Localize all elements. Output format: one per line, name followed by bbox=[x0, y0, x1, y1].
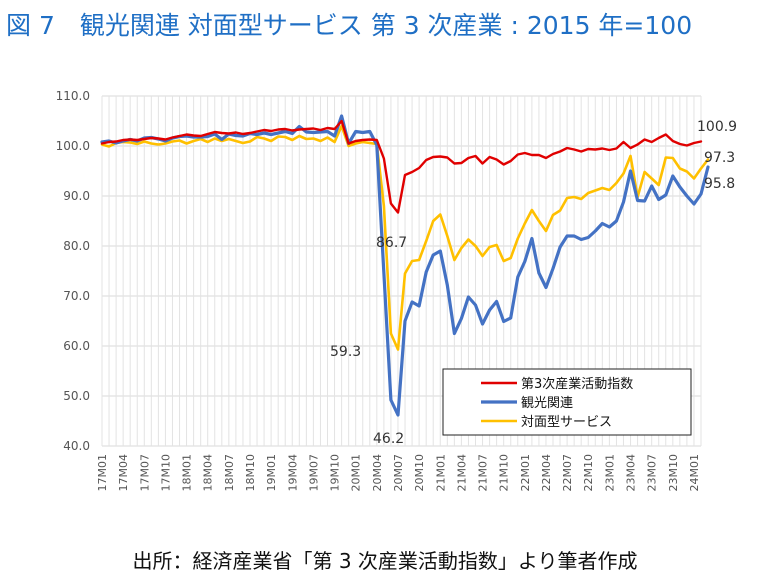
x-tick-label: 23M07 bbox=[646, 454, 659, 492]
x-tick-label: 17M04 bbox=[117, 454, 130, 492]
axes: 40.0 50.0 60.0 70.0 80.0 90.0 100.0 110.0 17M01 1… bbox=[56, 89, 701, 492]
series-lines bbox=[100, 114, 710, 417]
series-line-0 bbox=[100, 119, 703, 214]
x-tick-label: 17M01 bbox=[96, 454, 109, 492]
x-tick-label: 22M10 bbox=[582, 454, 595, 492]
x-tick-label: 18M07 bbox=[223, 454, 236, 492]
data-label: 95.8 bbox=[704, 176, 735, 192]
y-tick-label: 40.0 bbox=[63, 439, 90, 453]
x-tick-label: 21M07 bbox=[477, 454, 490, 492]
x-tick-label: 23M04 bbox=[625, 454, 638, 492]
x-tick-label: 22M07 bbox=[561, 454, 574, 492]
legend-label: 対面型サービス bbox=[521, 415, 612, 430]
x-tick-label: 24M01 bbox=[688, 454, 701, 492]
x-tick-label: 19M10 bbox=[329, 454, 342, 492]
x-tick-label: 17M10 bbox=[159, 454, 172, 492]
x-tick-label: 22M04 bbox=[540, 454, 553, 492]
y-tick-label: 100.0 bbox=[56, 139, 90, 153]
y-tick-label: 50.0 bbox=[63, 389, 90, 403]
y-tick-label: 110.0 bbox=[56, 89, 90, 103]
x-tick-label: 20M01 bbox=[350, 454, 363, 492]
y-tick-label: 90.0 bbox=[63, 189, 90, 203]
data-label: 97.3 bbox=[704, 150, 735, 166]
x-tick-label: 20M10 bbox=[413, 454, 426, 492]
x-tick-label: 17M07 bbox=[138, 454, 151, 492]
source-note: 出所：経済産業省「第 3 次産業活動指数」より筆者作成 bbox=[132, 549, 638, 573]
x-tick-label: 18M01 bbox=[181, 454, 194, 492]
y-tick-label: 70.0 bbox=[63, 289, 90, 303]
y-tick-label: 80.0 bbox=[63, 239, 90, 253]
grid-lines bbox=[101, 95, 702, 447]
data-label: 100.9 bbox=[697, 119, 737, 135]
x-tick-label: 19M01 bbox=[265, 454, 278, 492]
x-tick-label: 23M01 bbox=[603, 454, 616, 492]
legend-label: 第3次産業活動指数 bbox=[521, 376, 633, 392]
x-tick-label: 20M07 bbox=[392, 454, 405, 492]
x-tick-label: 21M04 bbox=[455, 454, 468, 492]
x-tick-label: 21M01 bbox=[434, 454, 447, 492]
x-tick-label: 18M10 bbox=[244, 454, 257, 492]
series-line-1 bbox=[100, 114, 710, 417]
series-line-2 bbox=[100, 124, 710, 351]
data-label: 86.7 bbox=[376, 235, 407, 251]
x-tick-label: 18M04 bbox=[202, 454, 215, 492]
x-tick-label: 19M04 bbox=[286, 454, 299, 492]
data-label: 46.2 bbox=[373, 431, 404, 447]
x-tick-label: 22M01 bbox=[519, 454, 532, 492]
data-label: 59.3 bbox=[330, 344, 361, 360]
figure-title: 図 7 観光関連 対面型サービス 第 3 次産業 : 2015 年=100 bbox=[6, 11, 693, 40]
x-tick-label: 19M07 bbox=[307, 454, 320, 492]
x-tick-label: 23M10 bbox=[667, 454, 680, 492]
data-annotations: 100.9 97.3 95.8 86.7 59.3 46.2 bbox=[330, 119, 737, 447]
y-tick-label: 60.0 bbox=[63, 339, 90, 353]
x-tick-label: 20M04 bbox=[371, 454, 384, 492]
legend-label: 観光関連 bbox=[521, 396, 573, 411]
x-tick-label: 21M10 bbox=[498, 454, 511, 492]
